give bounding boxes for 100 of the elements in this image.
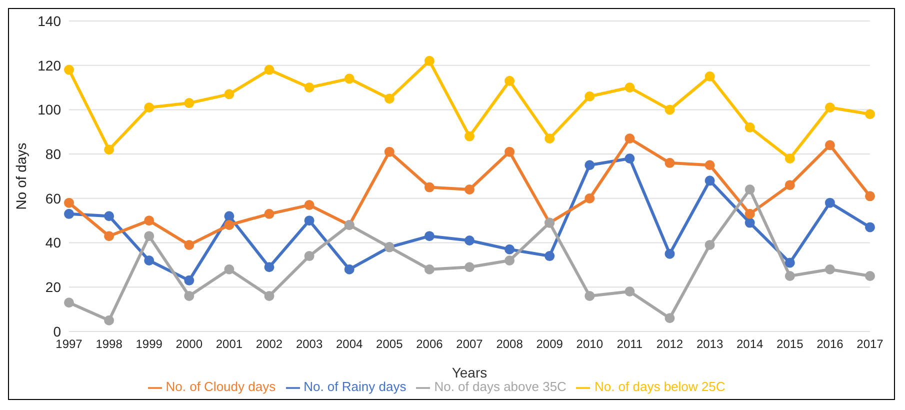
point: [824, 264, 835, 274]
point: [584, 160, 595, 170]
point: [584, 290, 595, 301]
point: [664, 104, 675, 115]
point: [784, 271, 795, 281]
point: [464, 131, 474, 142]
x-tick-label: 2009: [536, 336, 564, 351]
point: [264, 262, 274, 272]
point: [424, 231, 434, 242]
point: [865, 222, 875, 232]
y-tick-label: 20: [45, 279, 62, 296]
y-tick-label: 40: [45, 234, 62, 251]
point: [304, 216, 314, 226]
point: [64, 298, 74, 308]
point: [184, 290, 194, 301]
point: [624, 153, 635, 164]
point: [144, 231, 154, 242]
point: [824, 198, 835, 208]
point: [824, 102, 835, 112]
legend-label: No. of days above 35C: [434, 379, 566, 394]
point: [784, 258, 795, 268]
point: [704, 160, 715, 170]
point: [504, 244, 515, 254]
point: [504, 76, 515, 86]
x-tick-label: 2005: [376, 336, 404, 351]
point: [424, 264, 434, 274]
x-tick-label: 2000: [176, 336, 203, 351]
x-tick-label: 1999: [136, 336, 163, 351]
point: [704, 176, 715, 186]
point: [64, 208, 74, 219]
x-tick-label: 2001: [216, 336, 243, 351]
point: [504, 255, 515, 266]
point: [544, 134, 555, 144]
legend-label: No. of Rainy days: [304, 379, 406, 394]
point: [64, 198, 74, 208]
x-tick-label: 2013: [696, 336, 724, 351]
x-tick-label: 2010: [576, 336, 604, 351]
point: [264, 64, 274, 75]
point: [865, 271, 875, 281]
y-tick-label: 100: [38, 102, 62, 118]
point: [304, 82, 314, 93]
x-tick-label: 2017: [856, 336, 884, 351]
point: [865, 191, 875, 202]
point: [184, 240, 194, 250]
legend-label: No. of days below 25C: [594, 379, 726, 394]
point: [664, 313, 675, 324]
y-tick-label: 80: [45, 146, 62, 162]
point: [344, 74, 354, 84]
point: [144, 216, 154, 226]
point: [704, 71, 715, 82]
point: [584, 91, 595, 102]
point: [744, 208, 755, 219]
x-tick-label: 2004: [336, 336, 364, 351]
point: [865, 109, 875, 120]
x-tick-label: 1998: [96, 336, 123, 351]
point: [664, 158, 675, 168]
y-tick-label: 120: [38, 57, 62, 74]
point: [464, 262, 474, 272]
point: [664, 248, 675, 259]
point: [104, 315, 114, 326]
x-tick-label: 2014: [736, 336, 764, 351]
point: [384, 146, 394, 157]
x-tick-label: 2015: [776, 336, 804, 351]
point: [64, 64, 74, 75]
point: [624, 82, 635, 93]
point: [184, 275, 194, 286]
y-tick-label: 0: [53, 323, 62, 340]
point: [544, 251, 555, 262]
y-tick-label: 60: [45, 190, 62, 206]
point: [424, 56, 434, 66]
x-tick-label: 1997: [56, 336, 83, 351]
y-tick-label: 140: [38, 12, 62, 29]
x-tick-label: 2007: [456, 336, 484, 351]
point: [224, 211, 234, 222]
legend-label: No. of Cloudy days: [166, 379, 276, 394]
point: [104, 144, 114, 155]
point: [144, 102, 154, 112]
point: [264, 208, 274, 219]
point: [304, 251, 314, 262]
x-tick-label: 2008: [496, 336, 524, 351]
point: [144, 255, 154, 266]
point: [384, 94, 394, 104]
x-tick-label: 2016: [816, 336, 844, 351]
point: [464, 236, 474, 246]
point: [584, 193, 595, 204]
point: [784, 180, 795, 190]
point: [264, 290, 274, 301]
point: [744, 218, 755, 228]
point: [704, 240, 715, 250]
x-tick-label: 2012: [656, 336, 684, 351]
point: [224, 89, 234, 100]
point: [824, 140, 835, 150]
x-tick-label: 2006: [416, 336, 444, 351]
point: [344, 264, 354, 274]
y-axis-title: No of days: [12, 142, 29, 210]
x-axis-title: Years: [452, 364, 488, 380]
point: [304, 200, 314, 210]
x-tick-label: 2002: [256, 336, 283, 351]
point: [104, 211, 114, 222]
point: [504, 146, 515, 157]
